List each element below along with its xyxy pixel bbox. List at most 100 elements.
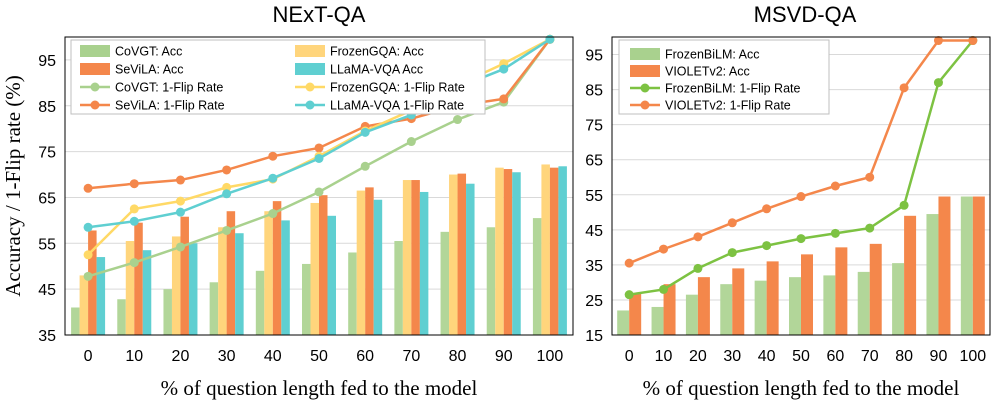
y-tick-label: 85 (38, 99, 56, 116)
bar (720, 284, 733, 335)
y-tick-label: 25 (585, 293, 603, 310)
legend-marker (90, 82, 100, 92)
data-point (175, 175, 185, 185)
x-tick-label: 80 (449, 348, 467, 365)
x-tick-label: 100 (959, 348, 986, 365)
bar (302, 263, 311, 335)
chart-title: NExT-QA (273, 2, 366, 27)
y-tick-label: 45 (38, 282, 56, 299)
bar (319, 195, 328, 335)
data-point (693, 263, 703, 273)
data-point (499, 94, 509, 104)
bar (651, 306, 664, 335)
data-point (899, 83, 909, 93)
plot-frame (611, 36, 991, 336)
x-tick-label: 70 (861, 348, 879, 365)
data-point (83, 250, 93, 260)
x-tick-label: 20 (172, 348, 190, 365)
legend-box (70, 39, 486, 115)
bar (71, 307, 80, 335)
legend-label: VIOLETv2: Acc (665, 65, 750, 79)
x-tick-label: 40 (758, 348, 776, 365)
data-point (83, 222, 93, 232)
x-tick-label: 10 (125, 348, 143, 365)
legend-swatch (295, 63, 325, 75)
bar (663, 284, 676, 335)
bar (789, 277, 801, 335)
legend-label: SeViLA: Acc (115, 63, 184, 77)
bar (938, 196, 951, 335)
x-tick-label: 70 (402, 348, 420, 365)
data-point (624, 290, 634, 300)
bar (356, 190, 366, 335)
data-point (360, 127, 370, 137)
bar (272, 201, 282, 335)
bar (857, 271, 870, 335)
bar (503, 169, 513, 335)
bar (732, 268, 745, 335)
bar (892, 263, 905, 335)
bar (495, 167, 504, 335)
legend-label: FrozenGQA: Acc (330, 45, 424, 59)
data-point (268, 173, 278, 183)
x-axis-label: % of question length fed to the model (161, 376, 478, 400)
data-point (830, 181, 840, 191)
x-axis-label: % of question length fed to the model (643, 376, 960, 400)
bar (835, 247, 848, 335)
data-point (175, 207, 185, 217)
bar (163, 289, 172, 335)
bar (171, 236, 181, 335)
x-tick-label: 100 (537, 348, 564, 365)
bar (629, 292, 642, 335)
legend-swatch (80, 63, 110, 75)
legend-label: VIOLETv2: 1-Flip Rate (665, 99, 791, 113)
bar (486, 227, 496, 335)
bar (801, 254, 813, 335)
legend-label: FrozenGQA: 1-Flip Rate (330, 81, 465, 95)
y-tick-label: 85 (585, 83, 603, 100)
bar (348, 252, 357, 335)
bar (142, 250, 152, 335)
bar (549, 167, 559, 335)
y-tick-label: 45 (585, 223, 603, 240)
bar (411, 180, 420, 335)
y-tick-label: 55 (38, 236, 56, 253)
bar (685, 294, 698, 335)
x-tick-label: 90 (930, 348, 948, 365)
legend-swatch (630, 48, 660, 60)
bar (960, 196, 973, 335)
data-point (727, 248, 737, 258)
legend-marker (305, 100, 315, 110)
bar (617, 310, 630, 335)
x-tick-label: 90 (495, 348, 513, 365)
bar (88, 230, 97, 335)
y-tick-label: 75 (585, 118, 603, 135)
bar (373, 199, 383, 335)
bar (327, 215, 336, 335)
chart-msvdqa: 15 25 35 45 55 65 75 85 95 0 10 20 30 40 50 60 70 80 90 100… (585, 2, 991, 400)
x-tick-label: 20 (689, 348, 707, 365)
data-point (796, 192, 806, 202)
bar (209, 282, 219, 335)
y-tick-label: 95 (38, 53, 56, 70)
bar (926, 214, 939, 335)
data-point (222, 165, 232, 175)
bar (218, 227, 227, 335)
bar (226, 211, 236, 335)
bar (125, 241, 135, 335)
bar (457, 173, 467, 335)
y-tick-label: 15 (585, 328, 603, 345)
chart-nextqa: 35 45 55 65 75 85 95 0 10 20 30 40 50 60 70 80 90 100 NExT… (1, 2, 574, 400)
legend-label: CoVGT: 1-Flip Rate (115, 81, 223, 95)
data-point (175, 242, 185, 252)
data-point (222, 225, 232, 235)
bar (449, 174, 458, 335)
data-point (968, 36, 978, 46)
bar (823, 275, 836, 335)
bar (96, 257, 106, 335)
data-point (129, 258, 139, 268)
bar (419, 191, 429, 335)
y-tick-label: 35 (585, 258, 603, 275)
data-point (406, 137, 416, 147)
legend-swatch (630, 65, 660, 77)
